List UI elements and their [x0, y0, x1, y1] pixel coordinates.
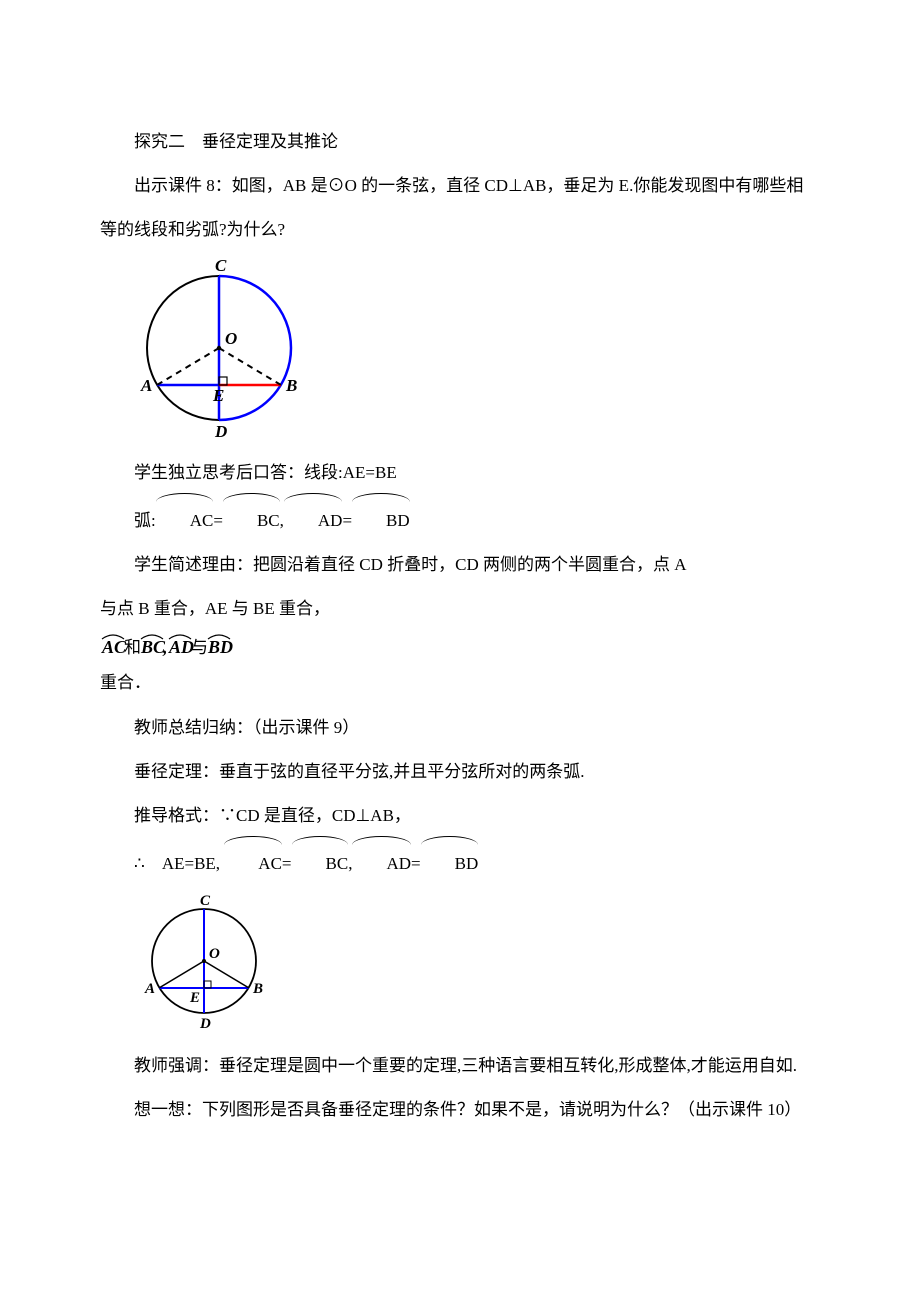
arc-ad: AD: [284, 495, 343, 543]
para-reason-b: 与点 B 重合，AE 与 BE 重合， AC和BC,AD与BD 重合．: [100, 587, 820, 705]
text-reason-b2: 重合．: [100, 673, 151, 692]
text-arc-prefix: 弧:: [134, 511, 156, 530]
svg-text:B: B: [252, 981, 263, 997]
svg-text:O: O: [225, 329, 237, 348]
circle-figure-1: C D A B O E: [134, 253, 304, 443]
arc-bc: BC: [223, 495, 280, 543]
heading-exploration: 探究二 垂径定理及其推论: [100, 120, 820, 164]
svg-text:与: 与: [191, 638, 208, 657]
svg-text:,: ,: [162, 637, 168, 657]
svg-text:D: D: [214, 422, 227, 441]
svg-text:BD: BD: [207, 637, 233, 657]
para-summary: 教师总结归纳：（出示课件 9）: [100, 706, 820, 750]
arc-bc-2: BC: [292, 838, 349, 886]
arc-ad-2: AD: [352, 838, 411, 886]
para-emphasis: 教师强调：垂径定理是圆中一个重要的定理,三种语言要相互转化,形成整体,才能运用自…: [100, 1044, 820, 1088]
arc-bd-2: BD: [421, 838, 479, 886]
arc-ac-2: AC: [224, 838, 282, 886]
para-reason-a: 学生简述理由：把圆沿着直径 CD 折叠时，CD 两侧的两个半圆重合，点 A: [100, 543, 820, 587]
para-derivation: 推导格式：∵CD 是直径，CD⊥AB，: [100, 794, 820, 838]
svg-text:C: C: [215, 256, 227, 275]
para-courseware-8: 出示课件 8：如图，AB 是⊙O 的一条弦，直径 CD⊥AB，垂足为 E.你能发…: [100, 164, 820, 252]
svg-text:C: C: [200, 893, 211, 909]
svg-text:A: A: [140, 376, 152, 395]
eq-ae-be: AE=BE: [343, 463, 397, 482]
svg-text:A: A: [144, 981, 155, 997]
svg-text:D: D: [199, 1016, 211, 1032]
para-student-answer-segments: 学生独立思考后口答：线段:AE=BE: [100, 451, 820, 495]
text-therefore: ∴ AE=BE,: [134, 854, 224, 873]
svg-text:O: O: [209, 946, 220, 962]
text-reason-b1: 与点 B 重合，AE 与 BE 重合，: [100, 599, 330, 618]
diagram-circle-1: C D A B O E: [134, 253, 820, 443]
svg-text:E: E: [189, 990, 200, 1006]
diagram-circle-2: C D A B O E: [134, 886, 820, 1036]
para-arcs-equal: 弧:AC=BC,AD=BD: [100, 495, 820, 543]
svg-text:B: B: [285, 376, 297, 395]
svg-text:E: E: [212, 386, 224, 405]
arc-bd: BD: [352, 495, 410, 543]
arc-ac: AC: [156, 495, 214, 543]
text-prefix: 学生独立思考后口答：线段:: [134, 463, 343, 482]
para-think: 想一想：下列图形是否具备垂径定理的条件？如果不是，请说明为什么？（出示课件 10…: [100, 1088, 820, 1132]
circle-figure-2: C D A B O E: [134, 886, 274, 1036]
para-theorem: 垂径定理：垂直于弦的直径平分弦,并且平分弦所对的两条弧.: [100, 750, 820, 794]
arc-and-arc-inline: AC和BC,AD与BD: [100, 631, 272, 661]
svg-text:和: 和: [124, 638, 141, 657]
para-conclusion: ∴ AE=BE, AC=BC,AD=BD: [100, 838, 820, 886]
